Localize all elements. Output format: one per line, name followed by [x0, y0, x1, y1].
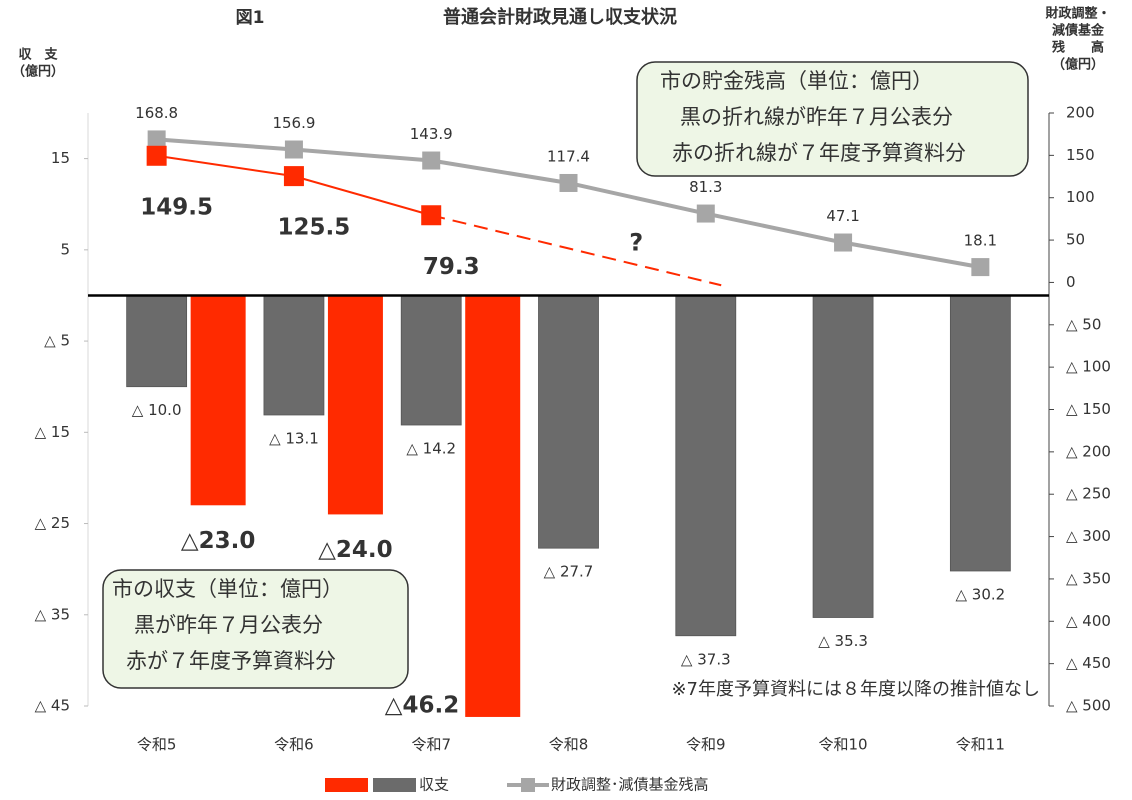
bar [465, 295, 521, 717]
question-mark: ? [629, 228, 643, 256]
legend-swatch [373, 778, 416, 792]
marker [422, 151, 441, 170]
y2-tick-label: 0 [1066, 273, 1076, 291]
y2-tick-label: △ 200 [1066, 442, 1111, 460]
legend-swatch [521, 778, 535, 792]
marker [146, 145, 167, 166]
y2-tick-label: 100 [1066, 188, 1095, 206]
annotation-box [636, 61, 1029, 177]
marker [283, 166, 304, 187]
bar [190, 295, 246, 506]
y2-axis-label: 残 高 [1052, 40, 1104, 56]
bar [400, 295, 462, 426]
data-label: 47.1 [826, 207, 859, 225]
bar [263, 295, 325, 416]
data-label: 143.9 [410, 125, 453, 143]
annotation-text: 赤が７年度予算資料分 [126, 649, 336, 673]
data-label: △ 14.2 [406, 440, 456, 458]
y2-axis-label: （億円） [1052, 57, 1104, 73]
data-label: 18.1 [964, 232, 997, 250]
data-label: △ 13.1 [269, 429, 319, 447]
chart-title: 普通会計財政見通し収支状況 [443, 6, 677, 28]
y-axis-label: 収 支 [18, 47, 58, 63]
x-tick-label: 令和5 [137, 736, 177, 754]
annotation-box [102, 569, 409, 689]
x-tick-label: 令和8 [549, 736, 589, 754]
y2-tick-label: 200 [1066, 104, 1095, 122]
y2-tick-label: △ 150 [1066, 400, 1111, 418]
marker [147, 130, 166, 149]
annotation-text: 市の貯金残高（単位：億円） [660, 69, 933, 93]
y-tick-label: 15 [51, 149, 70, 167]
annotation-text: 黒が昨年７月公表分 [134, 613, 323, 637]
bar [126, 295, 188, 388]
legend-swatch [325, 778, 368, 792]
y-tick-label: △ 15 [35, 423, 70, 441]
data-label: △ 37.3 [681, 650, 731, 668]
bar [327, 295, 383, 515]
annotation-text: 黒の折れ線が昨年７月公表分 [680, 105, 953, 129]
data-label: △24.0 [318, 537, 392, 563]
y-axis-unit: （億円） [12, 64, 64, 80]
marker [696, 204, 715, 223]
note: ※7年度予算資料には８年度以降の推計値なし [671, 679, 1040, 700]
annotation-text: 赤の折れ線が７年度予算資料分 [672, 141, 966, 165]
y2-axis-label: 減債基金 [1052, 23, 1105, 39]
data-label: △ 35.3 [818, 632, 868, 650]
data-label: 117.4 [547, 147, 590, 165]
y2-tick-label: △ 400 [1066, 612, 1111, 630]
y2-tick-label: △ 100 [1066, 358, 1111, 376]
x-tick-label: 令和10 [819, 736, 868, 754]
data-label: 79.3 [423, 254, 480, 280]
data-label: 149.5 [140, 194, 213, 220]
marker [421, 205, 442, 226]
data-label: △ 30.2 [956, 585, 1006, 603]
marker [834, 233, 853, 252]
y-tick-label: △ 25 [35, 514, 70, 532]
data-label: 156.9 [272, 114, 315, 132]
data-label: 81.3 [689, 178, 722, 196]
x-tick-label: 令和7 [411, 736, 451, 754]
marker [284, 140, 303, 159]
y2-tick-label: △ 250 [1066, 485, 1111, 503]
y2-tick-label: △ 500 [1066, 697, 1111, 715]
data-label: 168.8 [135, 104, 178, 122]
x-tick-label: 令和9 [686, 736, 726, 754]
y-tick-label: △ 35 [35, 605, 70, 623]
bar [538, 295, 599, 549]
y-tick-label: △ 5 [44, 332, 70, 350]
legend-label: 収支 [419, 776, 449, 794]
y-tick-label: 5 [60, 240, 70, 258]
annotation-text: 市の収支（単位：億円） [112, 577, 343, 601]
data-label: △ 27.7 [544, 563, 594, 581]
marker [971, 258, 990, 277]
x-tick-label: 令和11 [956, 736, 1005, 754]
figure-label: 図1 [236, 8, 265, 28]
y2-tick-label: △ 300 [1066, 527, 1111, 545]
y2-tick-label: △ 350 [1066, 569, 1111, 587]
y2-tick-label: △ 50 [1066, 315, 1101, 333]
marker [559, 173, 578, 192]
data-label: △46.2 [385, 693, 459, 719]
y2-tick-label: 50 [1066, 231, 1085, 249]
y-tick-label: △ 45 [35, 697, 70, 715]
data-label: △23.0 [181, 528, 255, 554]
bar [675, 295, 737, 637]
y2-axis-label: 財政調整・ [1044, 6, 1110, 22]
x-tick-label: 令和6 [274, 736, 314, 754]
bar [949, 295, 1011, 572]
y2-tick-label: 150 [1066, 146, 1095, 164]
y2-tick-label: △ 450 [1066, 654, 1111, 672]
data-label: △ 10.0 [132, 401, 182, 419]
dashed-extension [430, 214, 722, 287]
data-label: 125.5 [278, 215, 351, 241]
legend-label: 財政調整･減債基金残高 [551, 776, 709, 794]
bar [812, 295, 874, 618]
